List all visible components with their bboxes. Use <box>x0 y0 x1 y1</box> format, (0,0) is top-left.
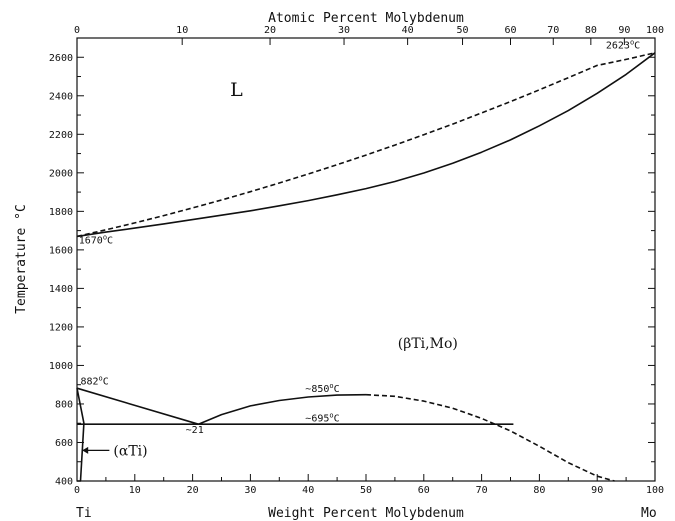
y-tick-label: 600 <box>55 438 73 449</box>
x-tick-label: 10 <box>129 485 141 496</box>
temperature-annotation: 2623oC <box>606 39 640 52</box>
temperature-annotation: ~695oC <box>305 411 339 424</box>
x-tick-label: 60 <box>418 485 430 496</box>
y-tick-label: 2400 <box>49 91 73 102</box>
x2-tick-label: 50 <box>457 25 469 36</box>
y-tick-label: 1800 <box>49 207 73 218</box>
element-label-ti: Ti <box>76 506 92 521</box>
temperature-annotation: ~850oC <box>305 382 339 395</box>
x-tick-label: 90 <box>591 485 603 496</box>
x2-axis-title: Atomic Percent Molybdenum <box>268 11 464 26</box>
temperature-annotation: 882oC <box>80 374 108 387</box>
x-tick-label: 80 <box>533 485 545 496</box>
x-tick-label: 50 <box>360 485 372 496</box>
x2-tick-label: 30 <box>338 25 350 36</box>
y-tick-label: 800 <box>55 399 73 410</box>
y-tick-label: 2600 <box>49 53 73 64</box>
x-tick-label: 20 <box>187 485 199 496</box>
alpha-arrow-head <box>82 446 89 454</box>
temperature-annotation: ~21 <box>186 425 204 436</box>
element-label-mo: Mo <box>641 506 657 521</box>
phase-boundary-solid <box>76 52 656 238</box>
y-tick-label: 1200 <box>49 322 73 333</box>
y-axis-title: Temperature °C <box>14 204 29 314</box>
x-tick-label: 30 <box>244 485 256 496</box>
region-label: (βTi,Mo) <box>398 336 458 352</box>
x2-tick-label: 0 <box>74 25 80 36</box>
region-label: L <box>230 79 243 101</box>
x2-tick-label: 100 <box>646 25 664 36</box>
x2-tick-label: 10 <box>176 25 188 36</box>
phase-boundary-solid <box>198 393 367 425</box>
phase-boundary-solid <box>76 388 85 482</box>
phase-boundary-solid <box>76 387 199 425</box>
x2-tick-label: 90 <box>618 25 630 36</box>
x2-tick-label: 80 <box>585 25 597 36</box>
x-axis-title: Weight Percent Molybdenum <box>268 506 464 521</box>
x-tick-label: 40 <box>302 485 314 496</box>
y-tick-label: 1600 <box>49 245 73 256</box>
y-tick-label: 2200 <box>49 130 73 141</box>
tick-labels: 0 10 20 30 40 50 60 70 80 90 1000 10 20 30 40 50 60 70 80 9… <box>49 25 664 496</box>
phase-regions: L (βTi,Mo) (αTi) <box>82 79 458 459</box>
temperature-annotation: 1670oC <box>79 234 113 247</box>
phase-boundary-dashed <box>365 393 615 482</box>
phase-boundaries <box>76 52 656 482</box>
x2-tick-label: 20 <box>264 25 276 36</box>
x-tick-label: 70 <box>476 485 488 496</box>
region-label: (αTi) <box>113 443 147 459</box>
x-tick-label: 0 <box>74 485 80 496</box>
x-tick-label: 100 <box>646 485 664 496</box>
x2-tick-label: 60 <box>504 25 516 36</box>
y-tick-label: 400 <box>55 477 73 488</box>
annotations: 2623oC 1670oC 882oC ~850oC ~695oC ~21 <box>79 39 640 436</box>
x2-tick-label: 70 <box>547 25 559 36</box>
y-tick-label: 1000 <box>49 361 73 372</box>
x2-tick-label: 40 <box>402 25 414 36</box>
phase-boundary-dashed <box>76 52 656 238</box>
y-tick-label: 2000 <box>49 168 73 179</box>
y-tick-label: 1400 <box>49 284 73 295</box>
